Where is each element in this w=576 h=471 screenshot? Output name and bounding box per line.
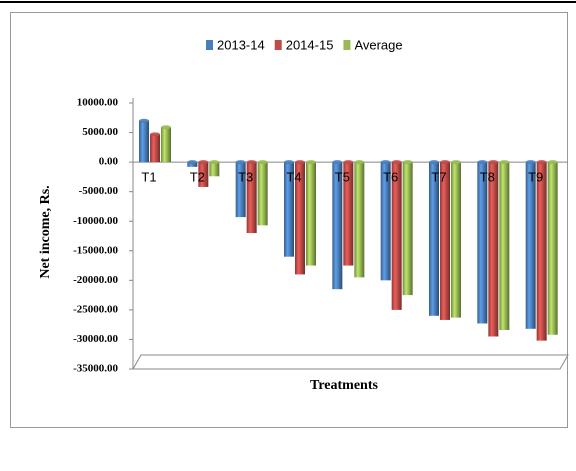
bar bbox=[488, 162, 499, 337]
bar-cap bbox=[139, 118, 149, 123]
bar bbox=[306, 162, 316, 266]
chart-frame bbox=[10, 12, 568, 428]
y-tick-label: 0.00 bbox=[99, 156, 119, 168]
bar-cap bbox=[284, 160, 294, 165]
x-axis-title: Treatments bbox=[310, 378, 378, 393]
bar-cap bbox=[525, 160, 536, 165]
bar-cap bbox=[429, 160, 439, 165]
bar-cap bbox=[380, 160, 391, 165]
y-tick-label: 5000.00 bbox=[82, 126, 118, 138]
bar-cap bbox=[150, 132, 160, 137]
bar bbox=[343, 162, 354, 266]
bar-cap bbox=[488, 160, 499, 165]
bar bbox=[284, 162, 294, 257]
bar-cap bbox=[536, 160, 547, 165]
bar bbox=[257, 162, 268, 226]
y-tick-label: -20000.00 bbox=[73, 274, 118, 286]
x-tick-label: T2 bbox=[190, 170, 205, 185]
bar-cap bbox=[332, 160, 343, 165]
bar-cap bbox=[451, 160, 461, 165]
bar-cap bbox=[547, 160, 558, 165]
y-tick-label: -25000.00 bbox=[73, 303, 118, 315]
bar bbox=[354, 162, 365, 278]
bar bbox=[391, 162, 402, 310]
legend-swatch bbox=[274, 40, 282, 50]
x-tick-label: T5 bbox=[335, 170, 350, 185]
bar bbox=[402, 162, 413, 296]
y-tick-label: -30000.00 bbox=[73, 333, 118, 345]
bar bbox=[332, 162, 343, 290]
bar bbox=[525, 162, 536, 329]
bar bbox=[451, 162, 461, 318]
bar-cap bbox=[477, 160, 488, 165]
legend-label: 2013-14 bbox=[217, 37, 265, 52]
y-tick-label: -10000.00 bbox=[73, 215, 118, 227]
bar-cap bbox=[209, 160, 220, 165]
bar bbox=[198, 162, 209, 187]
bar-cap bbox=[257, 160, 268, 165]
x-tick-label: T3 bbox=[238, 170, 253, 185]
x-tick-label: T1 bbox=[141, 170, 156, 185]
y-tick-label: -35000.00 bbox=[73, 363, 118, 375]
bar bbox=[161, 127, 171, 163]
bar-cap bbox=[295, 160, 305, 165]
bar bbox=[440, 162, 450, 320]
bar-cap bbox=[306, 160, 316, 165]
bar bbox=[380, 162, 391, 281]
bar bbox=[536, 162, 547, 341]
bar bbox=[187, 162, 198, 167]
x-tick-label: T4 bbox=[286, 170, 301, 185]
bar-cap bbox=[402, 160, 413, 165]
bar-cap bbox=[391, 160, 402, 165]
floor bbox=[132, 354, 569, 370]
legend-swatch bbox=[206, 40, 213, 50]
y-axis-title: Net income, Rs. bbox=[38, 185, 53, 278]
legend-label: 2014-15 bbox=[286, 37, 334, 52]
bar-cap bbox=[440, 160, 450, 165]
bar-cap bbox=[161, 125, 171, 130]
bar bbox=[235, 162, 246, 218]
bar bbox=[477, 162, 488, 324]
bar bbox=[547, 162, 558, 335]
bar bbox=[209, 162, 220, 177]
x-tick-label: T7 bbox=[431, 170, 446, 185]
bar bbox=[429, 162, 439, 316]
bar-cap bbox=[499, 160, 510, 165]
y-tick-label: -15000.00 bbox=[73, 244, 118, 256]
legend-label: Average bbox=[354, 37, 402, 52]
bar bbox=[139, 120, 149, 163]
bar bbox=[499, 162, 510, 330]
bar-cap bbox=[343, 160, 354, 165]
bar-cap bbox=[246, 160, 257, 165]
legend-swatch bbox=[343, 40, 351, 50]
bar-cap bbox=[198, 160, 209, 165]
bar bbox=[295, 162, 305, 275]
y-tick-label: -5000.00 bbox=[79, 185, 119, 197]
y-tick-label: 10000.00 bbox=[77, 97, 119, 109]
bar bbox=[246, 162, 257, 234]
x-tick-label: T8 bbox=[480, 170, 495, 185]
bar-cap bbox=[354, 160, 365, 165]
bar bbox=[150, 134, 160, 163]
bar-cap bbox=[235, 160, 246, 165]
x-tick-label: T6 bbox=[383, 170, 398, 185]
bar-cap bbox=[187, 160, 198, 165]
x-tick-label: T9 bbox=[528, 170, 543, 185]
